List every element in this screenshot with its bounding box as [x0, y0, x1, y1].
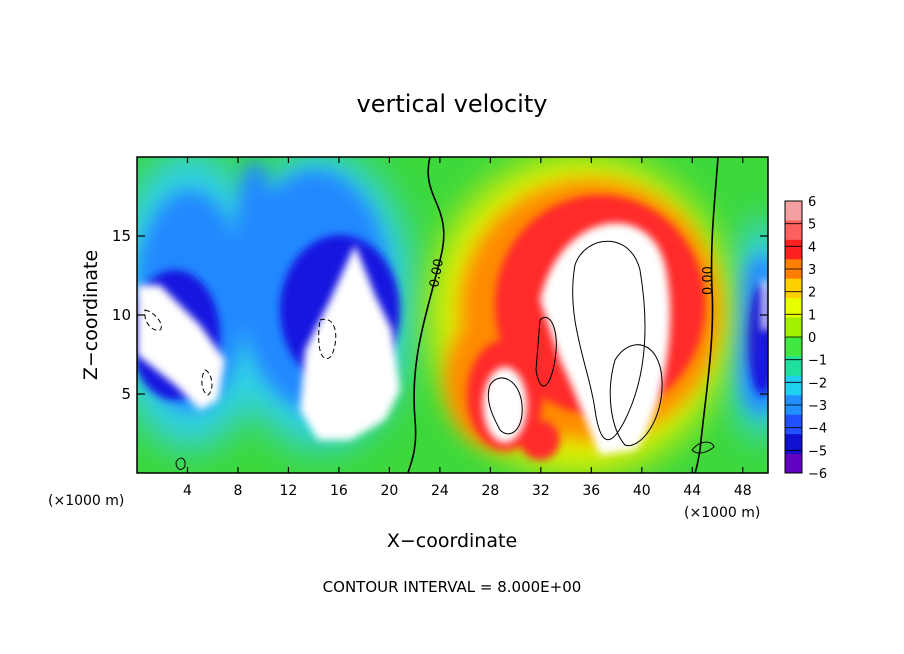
contour-label-left: 0.00	[427, 258, 447, 289]
colorbar-tick-label: 2	[808, 286, 816, 301]
colorbar-tick-label: −2	[808, 376, 827, 391]
y-unit-label: (×1000 m)	[48, 493, 124, 509]
x-unit-label: (×1000 m)	[684, 505, 760, 521]
y-tick-label: 10	[112, 306, 131, 324]
colorbar-tick-label: 5	[808, 218, 816, 233]
x-tick-label: 40	[633, 483, 651, 499]
x-tick-label: 8	[233, 483, 242, 499]
x-tick-label: 16	[330, 483, 348, 499]
x-axis-title: X−coordinate	[387, 530, 517, 552]
colorbar-tick-label: −1	[808, 354, 827, 369]
contour-label-right: 0.00	[701, 266, 716, 295]
colorbar-swatch	[785, 356, 802, 377]
x-tick-label: 4	[183, 483, 192, 499]
x-tick-label: 36	[582, 483, 600, 499]
x-tick-label: 24	[431, 483, 449, 499]
x-tick-label: 48	[734, 483, 752, 499]
colorbar-tick-label: 0	[808, 331, 816, 346]
colorbar-tick-label: −4	[808, 422, 827, 437]
colorbar-swatch	[785, 434, 802, 455]
x-tick-label: 32	[532, 483, 550, 499]
colorbar-swatch	[785, 220, 802, 241]
x-axis: 4 8 12 16 20 24 28 32 36 40 44 48	[183, 157, 752, 499]
colorbar-swatch	[785, 317, 802, 338]
colorbar-swatch	[785, 278, 802, 299]
colorbar-tick-label: 3	[808, 263, 816, 278]
x-tick-label: 20	[380, 483, 398, 499]
y-axis: 5 10 15	[112, 227, 768, 403]
y-tick-label: 5	[121, 385, 131, 403]
y-axis-title: Z−coordinate	[80, 250, 102, 380]
heatmap-field: 0.00 0.00	[137, 157, 768, 473]
x-tick-label: 44	[683, 483, 701, 499]
colorbar-tick-label: −6	[808, 467, 827, 482]
colorbar-tick-label: −5	[808, 444, 827, 459]
contour-interval-note: CONTOUR INTERVAL = 8.000E+00	[323, 578, 582, 596]
colorbar-tick-label: −3	[808, 399, 827, 414]
colorbar-swatch	[785, 414, 802, 435]
colorbar-swatch	[785, 201, 802, 221]
x-tick-label: 28	[481, 483, 499, 499]
colorbar-swatch	[785, 239, 802, 260]
x-tick-label: 12	[280, 483, 298, 499]
colorbar-tick-label: 6	[808, 195, 816, 210]
y-tick-label: 15	[112, 227, 131, 245]
colorbar-swatch	[785, 453, 802, 474]
colorbar-swatch	[785, 298, 802, 319]
colorbar: 6 5 4 3 2 1 0 −1 −2 −3 −4 −5 −6	[784, 195, 827, 482]
colorbar-swatch	[785, 337, 802, 357]
chart-title: vertical velocity	[357, 90, 548, 118]
colorbar-swatch	[785, 375, 802, 396]
colorbar-tick-label: 1	[808, 308, 816, 323]
colorbar-tick-label: 4	[808, 240, 816, 255]
